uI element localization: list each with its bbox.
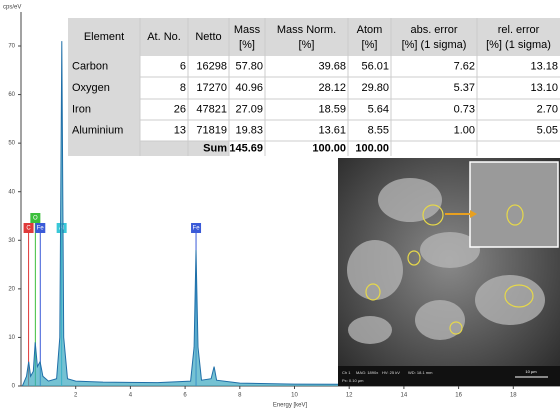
- table-cell: 8: [180, 82, 186, 94]
- table-cell: 26: [174, 103, 186, 115]
- table-cell: 40.96: [235, 82, 263, 94]
- table-cell: 29.80: [361, 82, 389, 94]
- y-tick-label: 10: [8, 335, 15, 341]
- marker-label: Fe: [37, 226, 45, 232]
- header-line: Atom: [357, 24, 383, 36]
- sum-cell: 100.00: [355, 142, 389, 154]
- sum-cell: 145.69: [229, 142, 263, 154]
- table-cell: 8.55: [368, 124, 389, 136]
- x-axis-label: Energy [keV]: [273, 403, 308, 409]
- table-cell: 5.64: [368, 103, 389, 115]
- header-line: [%]: [239, 39, 255, 51]
- table-cell: 0.73: [454, 103, 475, 115]
- table-cell: 47821: [196, 103, 227, 115]
- header-bg: [68, 18, 560, 56]
- table-cell: 1.00: [454, 124, 475, 136]
- x-tick-label: 16: [455, 393, 462, 399]
- table-cell: 56.01: [361, 60, 389, 72]
- x-tick-label: 4: [129, 393, 133, 399]
- x-tick-label: 2: [74, 393, 78, 399]
- y-tick-label: 0: [12, 384, 16, 390]
- marker-box: [191, 223, 202, 233]
- header-line: Mass: [234, 24, 261, 36]
- table-cell: 27.09: [235, 103, 263, 115]
- header-cell: Atom [%]: [357, 24, 383, 51]
- table-cell: 28.12: [318, 82, 346, 94]
- table-cell: 5.05: [537, 124, 558, 136]
- y-tick-label: 40: [8, 189, 15, 195]
- table-cell: Iron: [72, 103, 91, 115]
- header-cell: Mass [%]: [234, 24, 261, 51]
- y-axis-label: cps/eV: [3, 5, 21, 11]
- header-cell: rel. error [%] (1 sigma): [486, 24, 551, 51]
- table-cell: 5.37: [454, 82, 475, 94]
- x-tick-label: 14: [401, 393, 408, 399]
- table-cell: 13.10: [530, 82, 558, 94]
- table-cell: 17270: [196, 82, 227, 94]
- scale-label: 10 µm: [525, 369, 537, 374]
- header-line: [%] (1 sigma): [402, 39, 467, 51]
- header-cell: Element: [84, 31, 124, 43]
- sem-image: Ch 1 MAG: 1890x HV: 25 kV WD: 18.1 mm Px: 0.…: [338, 158, 560, 386]
- sum-bg: [140, 141, 229, 156]
- table-cell: 13: [174, 124, 186, 136]
- table-cell: Carbon: [72, 60, 108, 72]
- arrow-head: [470, 210, 477, 218]
- marker-box: [30, 213, 41, 223]
- table-cell: 71819: [196, 124, 227, 136]
- header-cell: At. No.: [147, 31, 181, 43]
- regions: [365, 204, 534, 335]
- table-cell: 18.59: [318, 103, 346, 115]
- info-bar: [338, 366, 560, 386]
- image-info: Px: 0.10 µm: [342, 378, 364, 383]
- sum-cell: 100.00: [312, 142, 346, 154]
- table-cell: 16298: [196, 60, 227, 72]
- x-tick-label: 18: [510, 393, 517, 399]
- y-tick-label: 60: [8, 92, 15, 98]
- header-line: abs. error: [410, 24, 457, 36]
- header-cell: Mass Norm. [%]: [277, 24, 336, 51]
- header-line: [%] (1 sigma): [486, 39, 551, 51]
- image-info: Ch 1: [342, 370, 351, 375]
- table-cell: Aluminium: [72, 124, 123, 136]
- x-tick-label: 6: [183, 393, 187, 399]
- header-cell: Netto: [195, 31, 221, 43]
- y-tick-label: 30: [8, 238, 15, 244]
- x-tick-label: 10: [291, 393, 298, 399]
- table-cell: 6: [180, 60, 186, 72]
- marker-box: [23, 223, 34, 233]
- header-cell: abs. error [%] (1 sigma): [402, 24, 467, 51]
- image-info: WD: 18.1 mm: [408, 370, 433, 375]
- y-tick-label: 50: [8, 141, 15, 147]
- marker-label: Fe: [193, 226, 201, 232]
- y-tick-label: 20: [8, 286, 15, 292]
- first-col-bg: [68, 56, 140, 156]
- header-line: Mass Norm.: [277, 24, 336, 36]
- marker-label: C: [26, 226, 31, 232]
- header-line: [%]: [362, 39, 378, 51]
- header-line: [%]: [299, 39, 315, 51]
- image-info: MAG: 1890x: [356, 370, 378, 375]
- table-cell: 13.18: [530, 60, 558, 72]
- table-cell: 7.62: [454, 60, 475, 72]
- table-cell: 13.61: [318, 124, 346, 136]
- table-cell: 2.70: [537, 103, 558, 115]
- marker-label: O: [33, 216, 38, 222]
- sum-label: Sum: [203, 142, 227, 154]
- table-cell: 19.83: [235, 124, 263, 136]
- table-cell: Oxygen: [72, 82, 110, 94]
- image-info: HV: 25 kV: [382, 370, 400, 375]
- x-tick-label: 8: [238, 393, 242, 399]
- marker-box: [35, 223, 46, 233]
- table-cell: 57.80: [235, 60, 263, 72]
- header-line: rel. error: [498, 24, 540, 36]
- spectrum: cps/eV Energy [keV] 0 10 20 30 40 50 60 70 2 4 6 8 10 1…: [3, 5, 560, 409]
- y-tick-label: 70: [8, 44, 15, 50]
- x-tick-label: 12: [346, 393, 353, 399]
- table-cell: 39.68: [318, 60, 346, 72]
- spectrum-line: [21, 41, 560, 387]
